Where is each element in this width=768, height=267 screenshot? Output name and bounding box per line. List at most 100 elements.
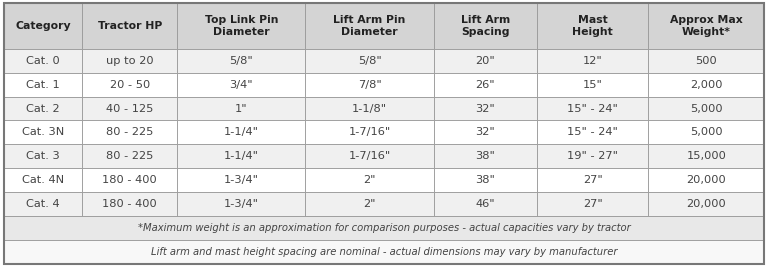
Bar — [177, 144, 306, 168]
Text: Lift Arm
Spacing: Lift Arm Spacing — [461, 15, 510, 37]
Bar — [177, 73, 306, 97]
Bar — [648, 192, 764, 216]
Bar — [537, 3, 648, 49]
Text: Tractor HP: Tractor HP — [98, 21, 162, 31]
Bar — [177, 168, 306, 192]
Bar — [537, 97, 648, 120]
Text: Cat. 3N: Cat. 3N — [22, 127, 65, 138]
Text: 5/8": 5/8" — [230, 56, 253, 66]
Text: 500: 500 — [696, 56, 717, 66]
Text: Cat. 4N: Cat. 4N — [22, 175, 65, 185]
Bar — [177, 192, 306, 216]
Bar — [4, 216, 764, 240]
Text: 15" - 24": 15" - 24" — [568, 127, 618, 138]
Bar — [306, 192, 434, 216]
Bar — [82, 49, 177, 73]
Text: 1-3/4": 1-3/4" — [224, 199, 259, 209]
Bar — [537, 144, 648, 168]
Bar — [82, 192, 177, 216]
Bar — [82, 168, 177, 192]
Bar — [648, 120, 764, 144]
Bar — [82, 3, 177, 49]
Bar — [306, 144, 434, 168]
Text: Cat. 0: Cat. 0 — [26, 56, 60, 66]
Text: 38": 38" — [475, 151, 495, 161]
Bar — [4, 3, 82, 49]
Bar — [306, 97, 434, 120]
Text: *Maximum weight is an approximation for comparison purposes - actual capacities : *Maximum weight is an approximation for … — [137, 223, 631, 233]
Text: 5,000: 5,000 — [690, 127, 723, 138]
Text: 1-1/4": 1-1/4" — [224, 127, 259, 138]
Bar — [82, 97, 177, 120]
Bar — [4, 73, 82, 97]
Text: 3/4": 3/4" — [230, 80, 253, 90]
Bar — [537, 168, 648, 192]
Text: 2": 2" — [363, 199, 376, 209]
Bar — [434, 97, 537, 120]
Bar — [4, 192, 82, 216]
Bar — [648, 168, 764, 192]
Text: 15" - 24": 15" - 24" — [568, 104, 618, 113]
Text: Mast
Height: Mast Height — [572, 15, 613, 37]
Text: 2": 2" — [363, 175, 376, 185]
Bar — [648, 144, 764, 168]
Text: 32": 32" — [475, 127, 495, 138]
Bar — [648, 73, 764, 97]
Text: Cat. 4: Cat. 4 — [26, 199, 60, 209]
Text: Lift Arm Pin
Diameter: Lift Arm Pin Diameter — [333, 15, 406, 37]
Text: Top Link Pin
Diameter: Top Link Pin Diameter — [205, 15, 278, 37]
Text: Approx Max
Weight*: Approx Max Weight* — [670, 15, 743, 37]
Bar — [537, 192, 648, 216]
Bar — [434, 3, 537, 49]
Bar — [434, 168, 537, 192]
Text: 27": 27" — [583, 175, 603, 185]
Text: 7/8": 7/8" — [358, 80, 382, 90]
Bar — [4, 168, 82, 192]
Bar — [82, 120, 177, 144]
Bar — [82, 144, 177, 168]
Bar — [4, 49, 82, 73]
Text: 1-7/16": 1-7/16" — [349, 151, 391, 161]
Bar — [177, 49, 306, 73]
Text: 1-7/16": 1-7/16" — [349, 127, 391, 138]
Text: 20,000: 20,000 — [687, 175, 727, 185]
Text: 80 - 225: 80 - 225 — [106, 127, 154, 138]
Text: 32": 32" — [475, 104, 495, 113]
Bar — [434, 120, 537, 144]
Text: 27": 27" — [583, 199, 603, 209]
Bar — [648, 97, 764, 120]
Text: 12": 12" — [583, 56, 603, 66]
Text: 80 - 225: 80 - 225 — [106, 151, 154, 161]
Text: 15": 15" — [583, 80, 603, 90]
Text: 180 - 400: 180 - 400 — [102, 199, 157, 209]
Text: 20 - 50: 20 - 50 — [110, 80, 150, 90]
Text: 40 - 125: 40 - 125 — [106, 104, 154, 113]
Text: 1-3/4": 1-3/4" — [224, 175, 259, 185]
Text: 5,000: 5,000 — [690, 104, 723, 113]
Text: 180 - 400: 180 - 400 — [102, 175, 157, 185]
Bar — [306, 120, 434, 144]
Text: Category: Category — [15, 21, 71, 31]
Bar — [306, 168, 434, 192]
Bar — [434, 144, 537, 168]
Text: 38": 38" — [475, 175, 495, 185]
Text: 20": 20" — [475, 56, 495, 66]
Text: 1-1/4": 1-1/4" — [224, 151, 259, 161]
Bar — [648, 49, 764, 73]
Bar — [177, 3, 306, 49]
Text: Cat. 1: Cat. 1 — [26, 80, 60, 90]
Bar — [648, 3, 764, 49]
Bar — [434, 49, 537, 73]
Text: 20,000: 20,000 — [687, 199, 727, 209]
Bar — [306, 49, 434, 73]
Text: 15,000: 15,000 — [687, 151, 727, 161]
Bar — [4, 120, 82, 144]
Text: Cat. 2: Cat. 2 — [26, 104, 60, 113]
Bar — [537, 49, 648, 73]
Bar — [306, 3, 434, 49]
Text: 26": 26" — [475, 80, 495, 90]
Text: up to 20: up to 20 — [106, 56, 154, 66]
Text: Lift arm and mast height spacing are nominal - actual dimensions may vary by man: Lift arm and mast height spacing are nom… — [151, 247, 617, 257]
Text: 46": 46" — [475, 199, 495, 209]
Bar — [4, 144, 82, 168]
